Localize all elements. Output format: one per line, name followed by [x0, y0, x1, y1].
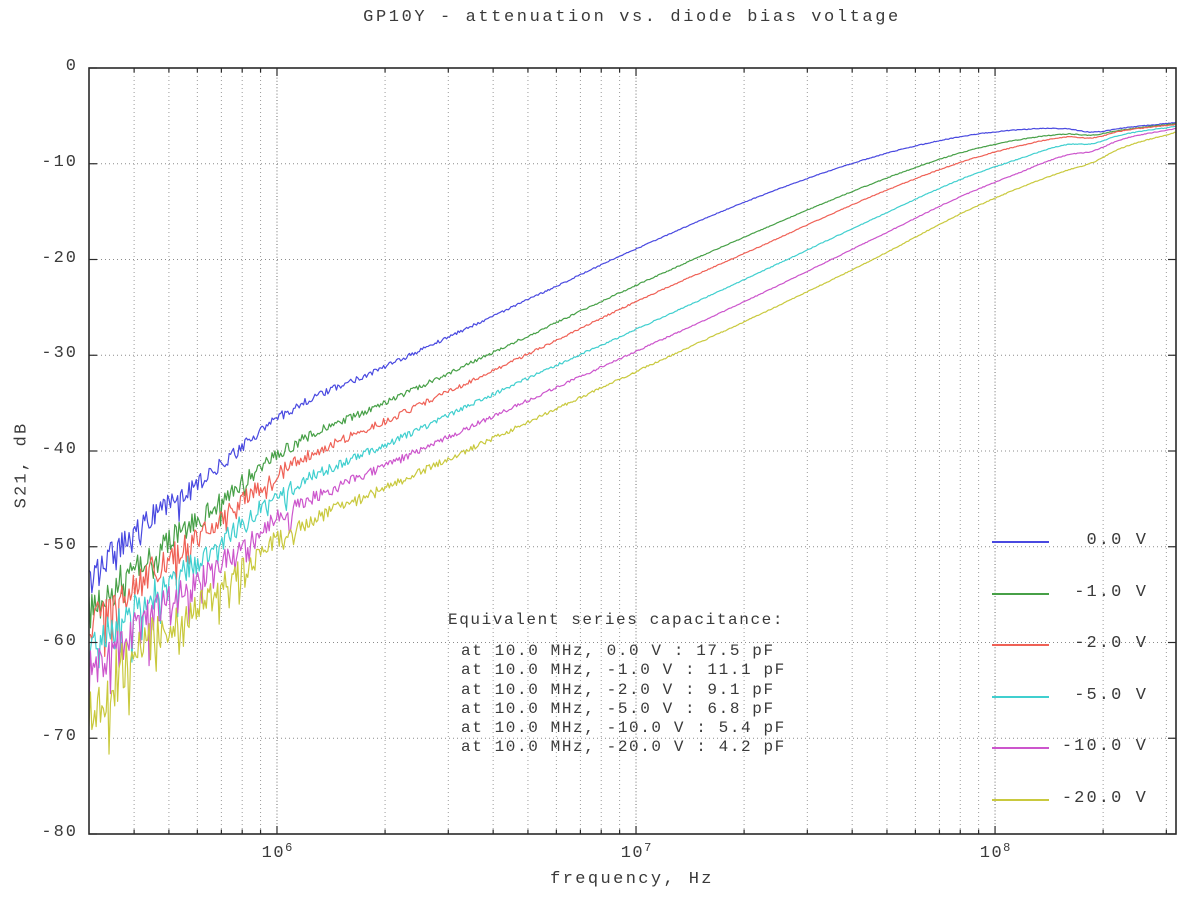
legend-line-sample — [992, 695, 1049, 698]
x-axis-title: frequency, Hz — [550, 870, 714, 889]
annotation-line: at 10.0 MHz, -1.0 V : 11.1 pF — [461, 661, 786, 680]
curves — [89, 121, 1176, 755]
legend-label: -2.0 V — [1074, 634, 1148, 653]
y-tick-label: -70 — [41, 727, 78, 747]
y-tick-label: -60 — [41, 631, 78, 651]
annotation-lines: at 10.0 MHz, 0.0 V : 17.5 pF at 10.0 MHz,… — [448, 642, 786, 758]
legend-label: -1.0 V — [1074, 582, 1148, 602]
legend-label: -20.0 V — [1061, 788, 1148, 808]
legend-line-sample — [992, 541, 1049, 543]
capacitance-annotation: Equivalent series capacitance: at 10.0 M… — [448, 611, 786, 758]
annotation-line: at 10.0 MHz, 0.0 V : 17.5 pF — [461, 642, 775, 660]
curve--10.0V — [89, 127, 1176, 709]
y-tick-label: -40 — [41, 440, 78, 459]
y-tick-label: 0 — [65, 57, 78, 76]
y-tick-label: -10 — [41, 152, 78, 172]
legend-line-sample — [992, 747, 1049, 749]
legend-line-sample — [992, 798, 1049, 801]
y-tick-label: -30 — [41, 344, 78, 364]
curve--5.0V — [89, 125, 1176, 669]
y-tick-label: -50 — [41, 535, 78, 555]
x-tick-label: 108 — [979, 841, 1011, 863]
x-tick-label: 107 — [620, 841, 652, 863]
curve-0.0V — [89, 121, 1176, 594]
annotation-line: at 10.0 MHz, -2.0 V : 9.1 pF — [461, 680, 775, 699]
annotation-line: at 10.0 MHz, -20.0 V : 4.2 pF — [461, 738, 786, 757]
axis-ticks — [89, 67, 1176, 835]
curve--2.0V — [89, 123, 1176, 657]
y-axis-title: S21, dB — [12, 421, 32, 509]
legend-line-sample — [992, 644, 1049, 646]
legend-line-sample — [992, 592, 1049, 595]
y-tick-label: -20 — [41, 248, 78, 268]
annotation-line: at 10.0 MHz, -10.0 V : 5.4 pF — [461, 719, 786, 738]
x-tick-label: 106 — [261, 841, 293, 863]
annotation-line: at 10.0 MHz, -5.0 V : 6.8 pF — [461, 699, 775, 718]
annotation-heading: Equivalent series capacitance: — [448, 611, 785, 629]
legend-label: -10.0 V — [1061, 737, 1148, 756]
legend-label: -5.0 V — [1074, 685, 1148, 705]
legend-label: 0.0 V — [1086, 531, 1148, 550]
y-tick-label: -80 — [41, 823, 78, 842]
curve--1.0V — [89, 122, 1176, 629]
curve--20.0V — [89, 131, 1176, 755]
chart-title: GP10Y - attenuation vs. diode bias volta… — [363, 8, 901, 27]
